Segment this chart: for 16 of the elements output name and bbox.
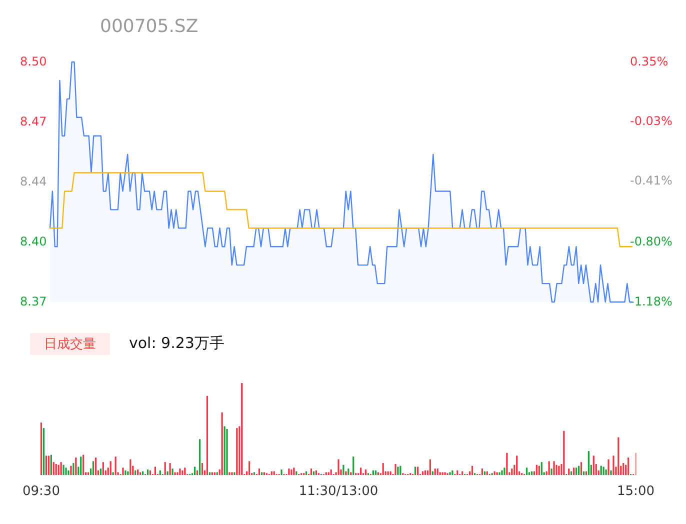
chart-title: 日成交量 [44, 336, 96, 352]
y2-tick-label: -0.80% [630, 234, 672, 249]
x-tick-label: 09:30 [22, 484, 60, 499]
y-tick-label: 8.37 [20, 294, 47, 308]
y-tick-label: 8.50 [20, 54, 47, 68]
y2-tick-label: -0.03% [630, 114, 672, 128]
y2-tick-label: -1.18% [630, 294, 672, 308]
chart-subtitle: vol: 9.23万手 [129, 334, 224, 352]
y2-tick-label: -0.41% [630, 173, 672, 188]
x-tick-label: 11:30/13:00 [298, 484, 378, 499]
title: 000705.SZ [100, 16, 198, 37]
y2-tick-label: 0.35% [630, 54, 668, 68]
y-tick-label: 8.44 [20, 174, 47, 188]
y-tick-label: 8.47 [20, 114, 47, 128]
y-tick-label: 8.40 [20, 234, 47, 248]
x-tick-label: 15:00 [617, 484, 654, 499]
